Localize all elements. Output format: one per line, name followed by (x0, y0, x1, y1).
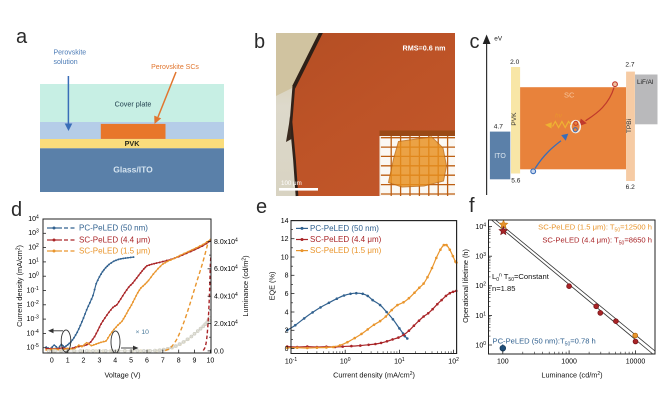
svg-text:1: 1 (66, 358, 70, 365)
svg-text:103: 103 (28, 229, 39, 238)
svg-text:10-5: 10-5 (27, 343, 39, 352)
svg-text:SC-PeLED (1.5 μm): SC-PeLED (1.5 μm) (310, 246, 382, 255)
svg-text:10-1: 10-1 (285, 357, 297, 366)
svg-text:RMS=0.6 nm: RMS=0.6 nm (403, 44, 446, 53)
svg-text:PC-PeLED (50 nm):T50=0.78 h: PC-PeLED (50 nm):T50=0.78 h (493, 337, 596, 348)
svg-text:101: 101 (394, 357, 405, 366)
svg-text:4.7: 4.7 (494, 124, 503, 131)
svg-text:PC-PeLED (50 nm): PC-PeLED (50 nm) (79, 224, 148, 233)
svg-text:LiF/Al: LiF/Al (637, 79, 653, 86)
svg-text:9: 9 (193, 358, 197, 365)
svg-text:PVK: PVK (125, 139, 141, 148)
svg-text:SC-PeLED (1.5 μm): T50=12500 h: SC-PeLED (1.5 μm): T50=12500 h (538, 223, 652, 234)
svg-text:2.0: 2.0 (510, 59, 519, 66)
svg-text:solution: solution (54, 59, 78, 66)
svg-text:100: 100 (340, 357, 351, 366)
svg-text:Voltage (V): Voltage (V) (104, 371, 140, 380)
svg-text:101: 101 (28, 257, 39, 266)
svg-text:6: 6 (145, 358, 149, 365)
svg-text:5: 5 (129, 358, 133, 365)
svg-text:6: 6 (285, 291, 289, 298)
svg-text:hν: hν (555, 113, 563, 120)
svg-text:Luminance (cd/m2): Luminance (cd/m2) (541, 371, 602, 380)
svg-text:6.2: 6.2 (626, 184, 635, 191)
svg-text:ITO: ITO (494, 153, 506, 160)
svg-text:104: 104 (28, 214, 39, 223)
svg-text:2.7: 2.7 (625, 62, 634, 69)
svg-text:10-4: 10-4 (27, 329, 39, 338)
svg-text:8.0x104: 8.0x104 (214, 237, 238, 246)
svg-text:Luminance (cd/m2): Luminance (cd/m2) (241, 255, 250, 316)
svg-text:Operational lifetime (h): Operational lifetime (h) (461, 249, 470, 323)
svg-text:n=1.85: n=1.85 (492, 284, 515, 293)
svg-text:102: 102 (448, 357, 459, 366)
svg-text:7: 7 (161, 358, 165, 365)
svg-text:Current density (mA/cm2): Current density (mA/cm2) (333, 371, 415, 380)
svg-text:103: 103 (475, 252, 486, 261)
svg-text:Glass/ITO: Glass/ITO (113, 165, 153, 175)
svg-text:104: 104 (475, 223, 486, 232)
svg-text:PC-PeLED (50 nm): PC-PeLED (50 nm) (310, 224, 379, 233)
svg-text:PVK: PVK (511, 112, 518, 126)
svg-text:5.6: 5.6 (511, 178, 520, 185)
svg-text:2.0x104: 2.0x104 (214, 319, 238, 328)
svg-text:10-3: 10-3 (27, 315, 39, 324)
svg-text:4.0x104: 4.0x104 (214, 292, 238, 301)
svg-text:Cover plate: Cover plate (115, 100, 152, 109)
svg-text:Perovskite SCs: Perovskite SCs (151, 64, 199, 71)
svg-text:SC-PeLED (1.5 μm): SC-PeLED (1.5 μm) (79, 247, 151, 256)
svg-text:8: 8 (285, 273, 289, 280)
svg-text:2: 2 (285, 328, 289, 335)
svg-text:10000: 10000 (626, 359, 646, 366)
svg-text:100: 100 (28, 272, 39, 281)
svg-text:2: 2 (82, 358, 86, 365)
svg-text:L0n T50=Constant: L0n T50=Constant (492, 272, 550, 283)
svg-text:SC-PeLED (4.4 μm): T50=8650 h: SC-PeLED (4.4 μm): T50=8650 h (542, 236, 652, 247)
svg-text:10-1: 10-1 (27, 286, 39, 295)
svg-text:12: 12 (281, 236, 289, 243)
svg-text:SC-PeLED (4.4 μm): SC-PeLED (4.4 μm) (79, 236, 151, 245)
svg-text:1000: 1000 (561, 359, 577, 366)
svg-text:10: 10 (207, 358, 215, 365)
svg-text:TPBi: TPBi (626, 118, 633, 133)
svg-text:EQE (%): EQE (%) (268, 272, 277, 301)
svg-text:100: 100 (475, 341, 486, 350)
svg-text:101: 101 (475, 311, 486, 320)
svg-text:Perovskite: Perovskite (54, 50, 87, 57)
svg-text:100: 100 (497, 359, 509, 366)
svg-text:100 μm: 100 μm (281, 180, 302, 187)
svg-text:6.0x104: 6.0x104 (214, 265, 238, 274)
svg-text:8: 8 (177, 358, 181, 365)
svg-text:14: 14 (281, 218, 289, 225)
svg-text:SC: SC (564, 91, 575, 100)
svg-text:eV: eV (494, 36, 503, 43)
svg-text:SC-PeLED (4.4 μm): SC-PeLED (4.4 μm) (310, 235, 382, 244)
svg-text:× 10: × 10 (136, 329, 150, 336)
svg-text:102: 102 (28, 243, 39, 252)
svg-text:4: 4 (113, 358, 117, 365)
svg-text:4: 4 (285, 309, 289, 316)
svg-text:10: 10 (281, 254, 289, 261)
svg-text:10-2: 10-2 (27, 300, 39, 309)
svg-text:3: 3 (97, 358, 101, 365)
svg-text:Current density (mA/cm2): Current density (mA/cm2) (15, 245, 24, 327)
svg-text:102: 102 (475, 282, 486, 291)
svg-text:0: 0 (50, 358, 54, 365)
svg-text:0.0: 0.0 (214, 348, 224, 355)
svg-text:0: 0 (285, 346, 289, 353)
